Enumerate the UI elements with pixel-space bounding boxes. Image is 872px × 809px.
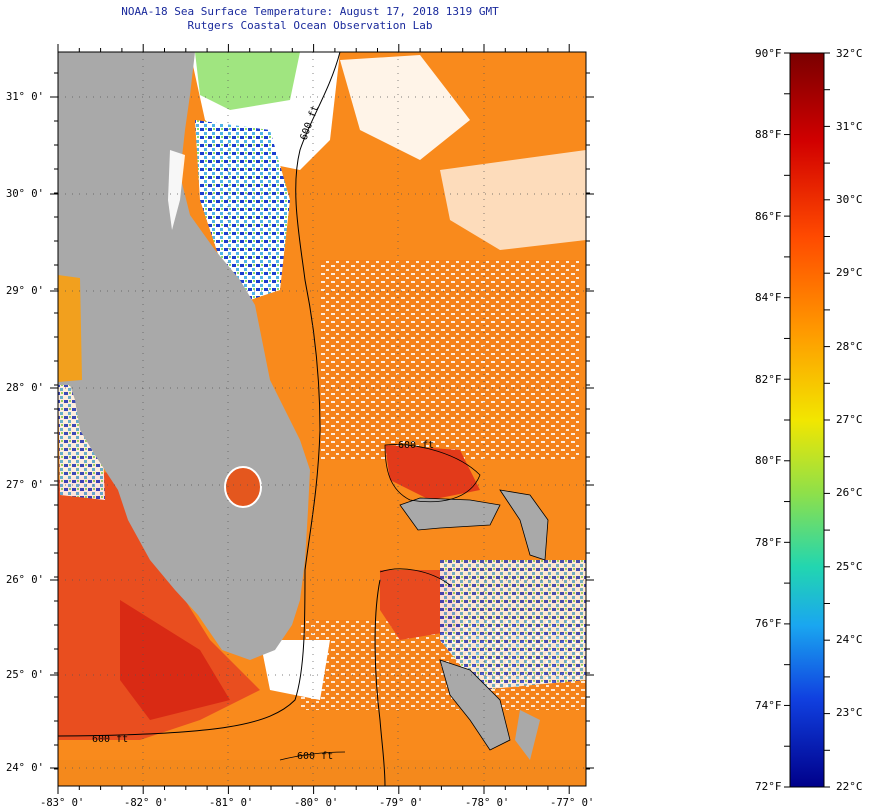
map-frame bbox=[57, 51, 587, 787]
lon-tick-label: -83° 0' bbox=[40, 797, 84, 809]
colorbar-c-label: 29°C bbox=[836, 266, 863, 279]
lon-tick-label: -79° 0' bbox=[379, 797, 423, 809]
axis-ticks bbox=[50, 44, 594, 794]
gulf-west-warm bbox=[58, 275, 82, 382]
colorbar-f-label: 80°F bbox=[755, 454, 782, 467]
colorbar-c-label: 24°C bbox=[836, 633, 863, 646]
colorbar-c-label: 28°C bbox=[836, 340, 863, 353]
colorbar-f-label: 76°F bbox=[755, 617, 782, 630]
colorbar-c-label: 25°C bbox=[836, 560, 863, 573]
colorbar-c-label: 27°C bbox=[836, 413, 863, 426]
lat-tick-label: 25° 0' bbox=[6, 669, 44, 681]
colorbar-c-label: 30°C bbox=[836, 193, 863, 206]
colorbar-ticks bbox=[784, 52, 830, 788]
lat-tick-label: 24° 0' bbox=[6, 762, 44, 774]
colorbar-c-label: 26°C bbox=[836, 486, 863, 499]
colorbar-f-label: 72°F bbox=[755, 780, 782, 793]
colorbar-f-label: 86°F bbox=[755, 210, 782, 223]
lon-tick-label: -81° 0' bbox=[209, 797, 253, 809]
contour-label: 600 ft bbox=[297, 751, 333, 762]
cloud-east bbox=[440, 150, 586, 250]
colorbar-f-label: 78°F bbox=[755, 536, 782, 549]
lat-tick-label: 30° 0' bbox=[6, 188, 44, 200]
bahama-banks-cool bbox=[440, 560, 586, 690]
map-canvas: 600 ft 600 ft 600 ft 600 ft bbox=[58, 52, 586, 786]
colorbar-c-label: 22°C bbox=[836, 780, 863, 793]
cool-band-north bbox=[195, 52, 300, 110]
gulf-hottest bbox=[120, 600, 230, 720]
ocean-south-edge bbox=[58, 760, 586, 786]
lat-tick-label: 27° 0' bbox=[6, 479, 44, 491]
contour-600ft-tongue bbox=[379, 568, 451, 586]
exuma-cays bbox=[515, 710, 540, 760]
colorbar-f-label: 84°F bbox=[755, 291, 782, 304]
lon-tick-label: -77° 0' bbox=[550, 797, 594, 809]
y-axis: 31° 0' 30° 0' 29° 0' 28° 0' 27° 0' 26° 0… bbox=[6, 91, 44, 774]
andros-island bbox=[439, 659, 511, 751]
chart-subtitle: Rutgers Coastal Ocean Observation Lab bbox=[187, 19, 433, 32]
lat-tick-label: 26° 0' bbox=[6, 574, 44, 586]
lat-tick-label: 29° 0' bbox=[6, 285, 44, 297]
cloud-north-east bbox=[340, 55, 470, 160]
florida-land bbox=[58, 52, 310, 660]
colorbar-c-label: 32°C bbox=[836, 47, 863, 60]
contour-label: 600 ft bbox=[398, 440, 434, 451]
colorbar-c-label: 31°C bbox=[836, 120, 863, 133]
cloud-speckle-area bbox=[320, 260, 580, 460]
contour-label: 600 ft bbox=[92, 734, 128, 745]
inland-lakes bbox=[168, 150, 185, 230]
chart-title: NOAA-18 Sea Surface Temperature: August … bbox=[121, 5, 499, 18]
x-axis: -83° 0' -82° 0' -81° 0' -80° 0' -79° 0' … bbox=[40, 797, 594, 809]
keys-cloud bbox=[260, 640, 330, 700]
colorbar-f-label: 82°F bbox=[755, 373, 782, 386]
colorbar-f-label: 88°F bbox=[755, 128, 782, 141]
lon-tick-label: -78° 0' bbox=[465, 797, 509, 809]
contour-600ft-bahama bbox=[384, 444, 481, 503]
lat-tick-label: 31° 0' bbox=[6, 91, 44, 103]
contour-600ft-south bbox=[279, 751, 346, 761]
abaco-island bbox=[499, 489, 549, 561]
colorbar-f-label: 90°F bbox=[755, 47, 782, 60]
lake-okeechobee bbox=[224, 466, 262, 508]
contour-600ft-west bbox=[58, 52, 341, 737]
lon-tick-label: -80° 0' bbox=[294, 797, 338, 809]
colorbar-f-label: 74°F bbox=[755, 699, 782, 712]
lat-tick-label: 28° 0' bbox=[6, 382, 44, 394]
contour-600ft-andros bbox=[374, 579, 386, 786]
colorbar bbox=[789, 52, 825, 788]
colorbar-c-label: 23°C bbox=[836, 706, 863, 719]
lon-tick-label: -82° 0' bbox=[124, 797, 168, 809]
grand-bahama bbox=[399, 497, 501, 531]
